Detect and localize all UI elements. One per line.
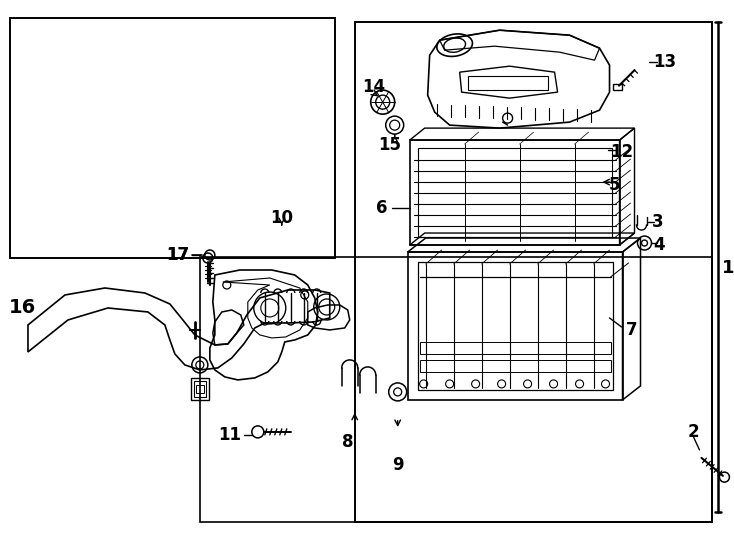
Text: 1: 1 — [722, 259, 734, 277]
Bar — [420, 342, 611, 354]
Bar — [410, 140, 619, 245]
Bar — [613, 84, 622, 90]
Text: 8: 8 — [342, 433, 354, 451]
Bar — [468, 76, 548, 90]
Text: 16: 16 — [8, 299, 36, 318]
Text: 14: 14 — [362, 78, 385, 96]
Text: 15: 15 — [378, 136, 401, 154]
Text: 13: 13 — [653, 53, 676, 71]
Text: 2: 2 — [688, 423, 700, 441]
Text: 11: 11 — [218, 426, 241, 444]
Bar — [418, 148, 611, 237]
Bar — [407, 252, 622, 400]
Text: 6: 6 — [376, 199, 388, 217]
Text: 3: 3 — [652, 213, 664, 231]
Text: 17: 17 — [167, 246, 189, 264]
Bar — [194, 381, 206, 397]
Text: 12: 12 — [610, 143, 633, 161]
Bar — [191, 378, 209, 400]
Bar — [200, 257, 713, 522]
Bar — [10, 18, 335, 258]
Text: 17: 17 — [167, 246, 189, 264]
Bar — [420, 360, 611, 372]
Text: 7: 7 — [625, 321, 637, 339]
Text: 5: 5 — [608, 176, 620, 194]
Text: 9: 9 — [392, 456, 404, 474]
Text: 4: 4 — [654, 236, 665, 254]
Bar — [196, 385, 204, 393]
Text: 10: 10 — [270, 209, 294, 227]
Bar — [355, 22, 713, 522]
Bar — [418, 262, 613, 390]
